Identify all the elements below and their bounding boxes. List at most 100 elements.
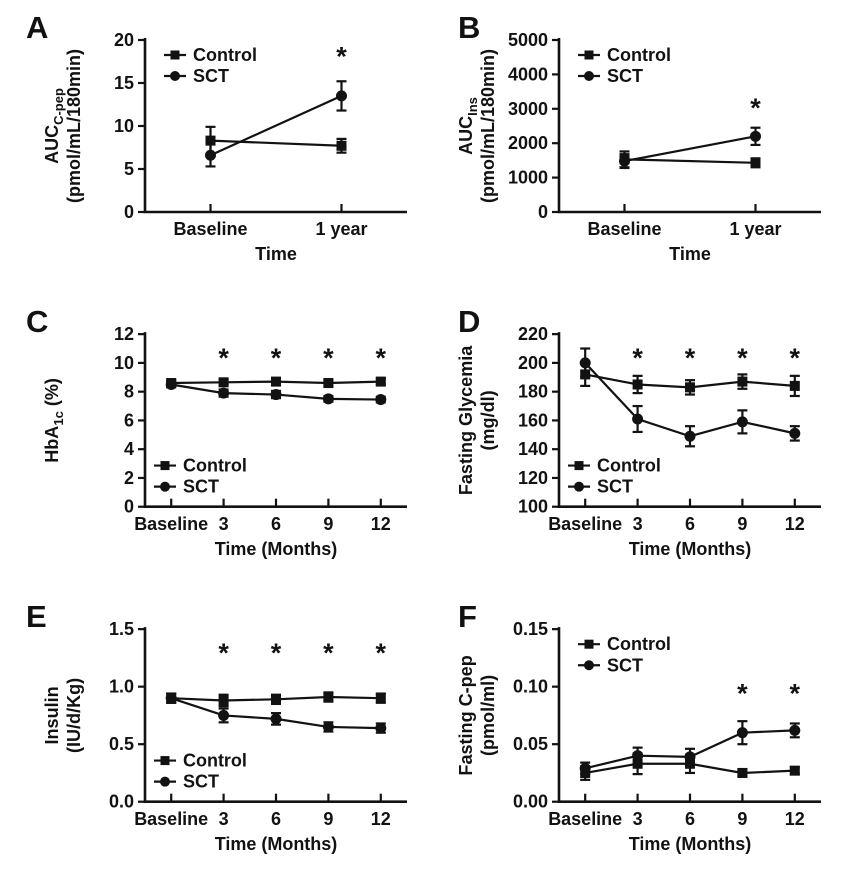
- panel-E-chart: 0.0 0.5 1.0 1.5 Baseline 3 6 9 12 Time (Months) In…: [42, 619, 407, 854]
- y-tick-label: 10: [114, 116, 134, 136]
- y-tick-label: 2000: [508, 133, 548, 153]
- x-tick-label: Baseline: [134, 514, 208, 534]
- panel-A: A 0 5 10 15 20 Baseline 1 year Time AUCC-pep(pmo…: [0, 0, 432, 294]
- y-tick-label: 2: [124, 468, 134, 488]
- y-axis-title: AUCIns(pmol/mL/180min): [456, 49, 498, 203]
- x-tick-labels: Baseline 3 6 9 12: [548, 514, 805, 534]
- panel-A-chart: 0 5 10 15 20 Baseline 1 year Time AUCC-pep(pmol/…: [42, 30, 407, 264]
- series-sct: [579, 347, 801, 448]
- legend-label: Control: [607, 45, 671, 65]
- panel-C-chart: 0 2 4 6 8 10 12 Baseline 3 6 9 12 Time (Months) HbA1c…: [42, 324, 407, 559]
- x-tick-label: 3: [219, 809, 229, 829]
- y-axis-ticks: [138, 628, 145, 803]
- panel-B-chart: 0 1000 2000 3000 4000 5000 Baseline 1 year Time A…: [456, 30, 821, 264]
- axes: [557, 627, 821, 804]
- significance-asterisk: *: [218, 343, 229, 373]
- significance-markers: *: [750, 93, 761, 123]
- x-tick-label: 12: [371, 514, 391, 534]
- x-tick-labels: Baseline 3 6 9 12: [134, 514, 391, 534]
- legend-item-sct: SCT: [164, 66, 229, 86]
- y-tick-label: 100: [518, 497, 548, 517]
- y-tick-labels: 0 5 10 15 20: [114, 30, 134, 222]
- y-axis-title: Insulin (IU/d/Kg): [42, 678, 84, 753]
- legend-item-control: Control: [164, 45, 257, 65]
- y-tick-label: 1000: [508, 168, 548, 188]
- y-tick-label: 160: [518, 410, 548, 430]
- x-tick-label: Baseline: [587, 219, 661, 239]
- x-tick-label: 6: [685, 809, 695, 829]
- y-axis-ticks: [552, 333, 559, 508]
- y-tick-label: 4: [124, 439, 134, 459]
- significance-asterisk: *: [750, 93, 761, 123]
- x-axis-title: Time: [669, 244, 711, 264]
- significance-asterisk: *: [218, 638, 229, 668]
- x-tick-label: 3: [633, 514, 643, 534]
- x-tick-label: 12: [371, 809, 391, 829]
- y-tick-label: 3000: [508, 99, 548, 119]
- significance-asterisk: *: [685, 343, 696, 373]
- y-tick-label: 5: [124, 159, 134, 179]
- y-tick-label: 1.0: [109, 677, 134, 697]
- y-tick-label: 4000: [508, 64, 548, 84]
- legend-label: Control: [607, 634, 671, 654]
- significance-asterisk: *: [376, 638, 387, 668]
- significance-asterisk: *: [271, 343, 282, 373]
- y-tick-label: 220: [518, 324, 548, 344]
- x-axis-ticks: [584, 793, 796, 802]
- panel-D-label: D: [458, 304, 481, 339]
- x-tick-label: 9: [323, 809, 333, 829]
- x-axis-ticks: [170, 793, 382, 802]
- legend-item-sct: SCT: [568, 477, 633, 497]
- y-tick-label: 0: [538, 202, 548, 222]
- panel-E: E 0.0 0.5 1.0 1.5 Baseline 3 6 9 12 Time (Months)…: [0, 589, 432, 884]
- y-tick-labels: 0 1000 2000 3000 4000 5000: [508, 30, 548, 222]
- x-tick-label: 6: [271, 514, 281, 534]
- panel-C: C 0 2 4 6 8 10 12 Baseline 3 6 9 12 Time (Months) HbA…: [0, 294, 432, 589]
- legend-item-control: Control: [154, 751, 247, 771]
- x-axis-ticks: [170, 498, 382, 507]
- significance-asterisk: *: [376, 343, 387, 373]
- significance-asterisk: *: [737, 343, 748, 373]
- significance-asterisk: *: [632, 343, 643, 373]
- series-sct: [165, 692, 387, 734]
- x-axis-title: Time (Months): [215, 834, 338, 854]
- y-axis-title: HbA1c (%): [42, 378, 66, 463]
- y-axis-title: Fasting C-pep (pmol/ml): [456, 655, 498, 775]
- series-sct: [619, 126, 761, 170]
- y-tick-label: 0: [124, 497, 134, 517]
- series-sct: [205, 80, 347, 168]
- x-tick-label: Baseline: [548, 809, 622, 829]
- x-tick-label: Baseline: [548, 514, 622, 534]
- axes: [557, 38, 821, 214]
- x-tick-label: 6: [685, 514, 695, 534]
- series-sct: [165, 378, 387, 406]
- x-axis-ticks: [209, 204, 343, 212]
- x-tick-label: 9: [737, 809, 747, 829]
- y-tick-label: 200: [518, 353, 548, 373]
- x-tick-label: Baseline: [173, 219, 247, 239]
- legend-label: SCT: [607, 66, 643, 86]
- y-tick-label: 12: [114, 324, 134, 344]
- legend-item-control: Control: [568, 456, 661, 476]
- significance-markers: * * * *: [632, 343, 800, 373]
- x-axis-title: Time (Months): [629, 834, 752, 854]
- y-axis-ticks: [552, 628, 559, 803]
- legend-label: Control: [597, 456, 661, 476]
- significance-markers: * *: [737, 678, 800, 708]
- x-tick-label: 1 year: [729, 219, 781, 239]
- panel-D-chart: 100 120 140 160 180 200 220 Baseline 3 6 9 12 Time (…: [456, 324, 821, 559]
- x-axis-ticks: [584, 498, 796, 507]
- y-tick-label: 0.05: [513, 734, 548, 754]
- x-tick-labels: Baseline 1 year: [173, 219, 367, 239]
- y-axis-ticks: [552, 38, 559, 214]
- x-tick-label: 1 year: [315, 219, 367, 239]
- y-tick-label: 0.10: [513, 677, 548, 697]
- x-axis-ticks: [623, 204, 757, 212]
- x-tick-label: 3: [219, 514, 229, 534]
- significance-asterisk: *: [790, 678, 801, 708]
- significance-markers: * * * *: [218, 343, 386, 373]
